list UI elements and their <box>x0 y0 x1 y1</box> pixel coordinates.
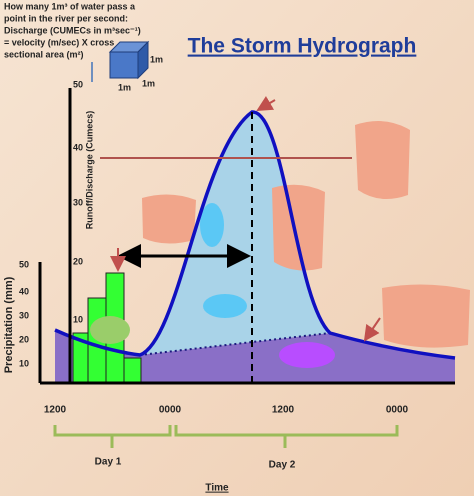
label-blob <box>355 121 410 199</box>
precipitation-label: Precipitation (mm) <box>3 276 15 373</box>
runoff-tick: 50 <box>73 79 83 89</box>
day-label: Day 2 <box>269 460 296 471</box>
baseflow-area <box>55 330 455 383</box>
cube-label: 1m <box>142 78 155 88</box>
time-tick: 1200 <box>44 405 67 416</box>
bar <box>123 357 142 384</box>
pointer <box>256 96 276 112</box>
label-blob <box>272 184 325 271</box>
hydrograph <box>54 110 456 360</box>
cube-label: 1m <box>118 82 131 92</box>
time-tick: 0000 <box>159 405 182 416</box>
precipitation-tick: 10 <box>19 358 29 368</box>
note-line: How many 1m³ of water pass a <box>4 1 136 11</box>
note-line: point in the river per second: <box>4 13 128 23</box>
runoff-label: Runoff/Discharge (Cumecs) <box>84 111 94 230</box>
pointer <box>363 317 381 342</box>
blob <box>203 294 247 318</box>
label-blob <box>142 194 196 244</box>
blob <box>279 342 335 368</box>
title: The Storm Hydrograph <box>188 35 417 58</box>
precipitation-tick: 30 <box>19 310 29 320</box>
blob <box>90 316 130 344</box>
baseflow-separation <box>139 332 331 356</box>
label-blob <box>382 284 470 348</box>
cube <box>109 51 139 79</box>
precipitation-tick: 20 <box>19 334 29 344</box>
cube-label: 1m <box>150 54 163 64</box>
runoff-tick: 30 <box>73 197 83 207</box>
precipitation-tick: 50 <box>19 259 29 269</box>
runoff-tick: 20 <box>73 256 83 266</box>
day-label: Day 1 <box>95 457 122 468</box>
note-line: sectional area (m²) <box>4 49 84 59</box>
note-line: Discharge (CUMECs in m³sec⁻¹) <box>4 25 141 35</box>
time-tick: 0000 <box>386 405 409 416</box>
runoff-tick: 40 <box>73 142 83 152</box>
stormflow-area <box>140 111 330 356</box>
time-tick: 1200 <box>272 405 295 416</box>
precipitation-tick: 40 <box>19 286 29 296</box>
time-label: Time <box>205 483 229 494</box>
blob <box>200 203 224 247</box>
note-line: = velocity (m/sec) X cross <box>4 37 114 47</box>
runoff-tick: 10 <box>73 314 83 324</box>
